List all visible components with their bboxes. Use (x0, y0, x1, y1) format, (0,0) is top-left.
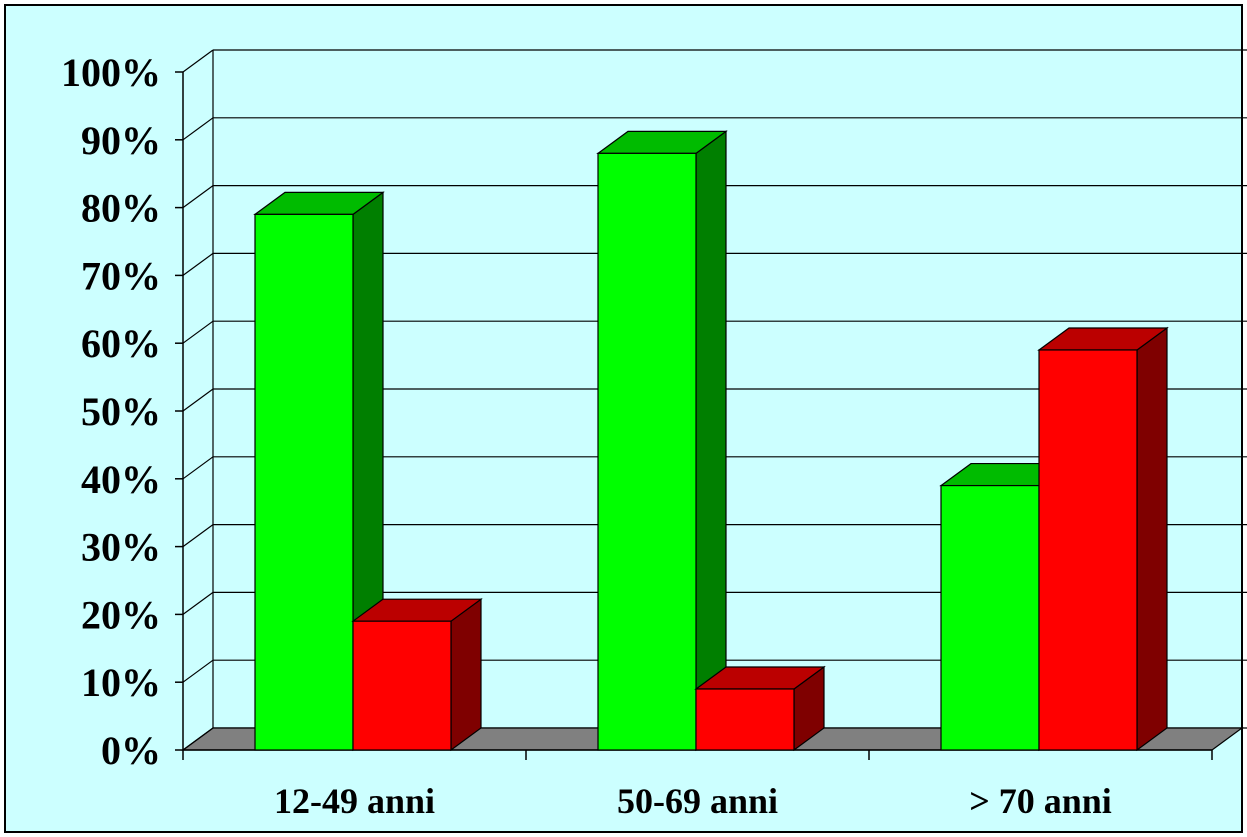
side-wall-line (182, 524, 214, 548)
y-tick-label: 0% (101, 728, 161, 773)
bar-front (597, 152, 697, 751)
y-tick-label: 30% (81, 525, 161, 570)
bar-side (450, 597, 482, 752)
bar-front (352, 620, 452, 751)
x-tick-label: 12-49 anni (274, 781, 435, 821)
x-tick-label: 50-69 anni (617, 781, 778, 821)
x-tick-label: > 70 anni (969, 781, 1112, 821)
y-tick-label: 40% (81, 457, 161, 502)
y-tick-label: 10% (81, 660, 161, 705)
side-wall-line (182, 659, 214, 683)
bar-front (254, 213, 354, 751)
side-wall-line (182, 49, 214, 73)
side-wall-line (182, 252, 214, 276)
bar-front (695, 688, 795, 751)
bars (253, 130, 1169, 752)
side-wall-line (182, 591, 214, 615)
y-tick-label: 20% (81, 592, 161, 637)
bar (694, 665, 826, 752)
side-wall-line (182, 185, 214, 209)
y-axis-labels: 0% 10% 20% 30% 40% 50% 60% 70% 80% 90% 100% (61, 50, 161, 773)
bar (1037, 326, 1169, 752)
side-wall-line (182, 388, 214, 412)
bar (596, 130, 728, 752)
bar-side (695, 130, 727, 752)
side-wall-line (182, 320, 214, 344)
y-tick-label: 50% (81, 389, 161, 434)
bar-front (940, 484, 1040, 751)
y-tick-label: 90% (81, 118, 161, 163)
side-wall-line (182, 727, 214, 751)
y-tick-label: 80% (81, 186, 161, 231)
y-tick-label: 70% (81, 253, 161, 298)
bar-side (1136, 326, 1168, 752)
y-tick-label: 100% (61, 50, 161, 95)
side-wall-line (182, 117, 214, 141)
x-axis-labels: 12-49 anni 50-69 anni > 70 anni (274, 781, 1112, 821)
bar-front (1038, 349, 1138, 751)
bar (253, 191, 385, 752)
side-wall-line (182, 456, 214, 480)
y-tick-label: 60% (81, 321, 161, 366)
bar (351, 597, 483, 752)
